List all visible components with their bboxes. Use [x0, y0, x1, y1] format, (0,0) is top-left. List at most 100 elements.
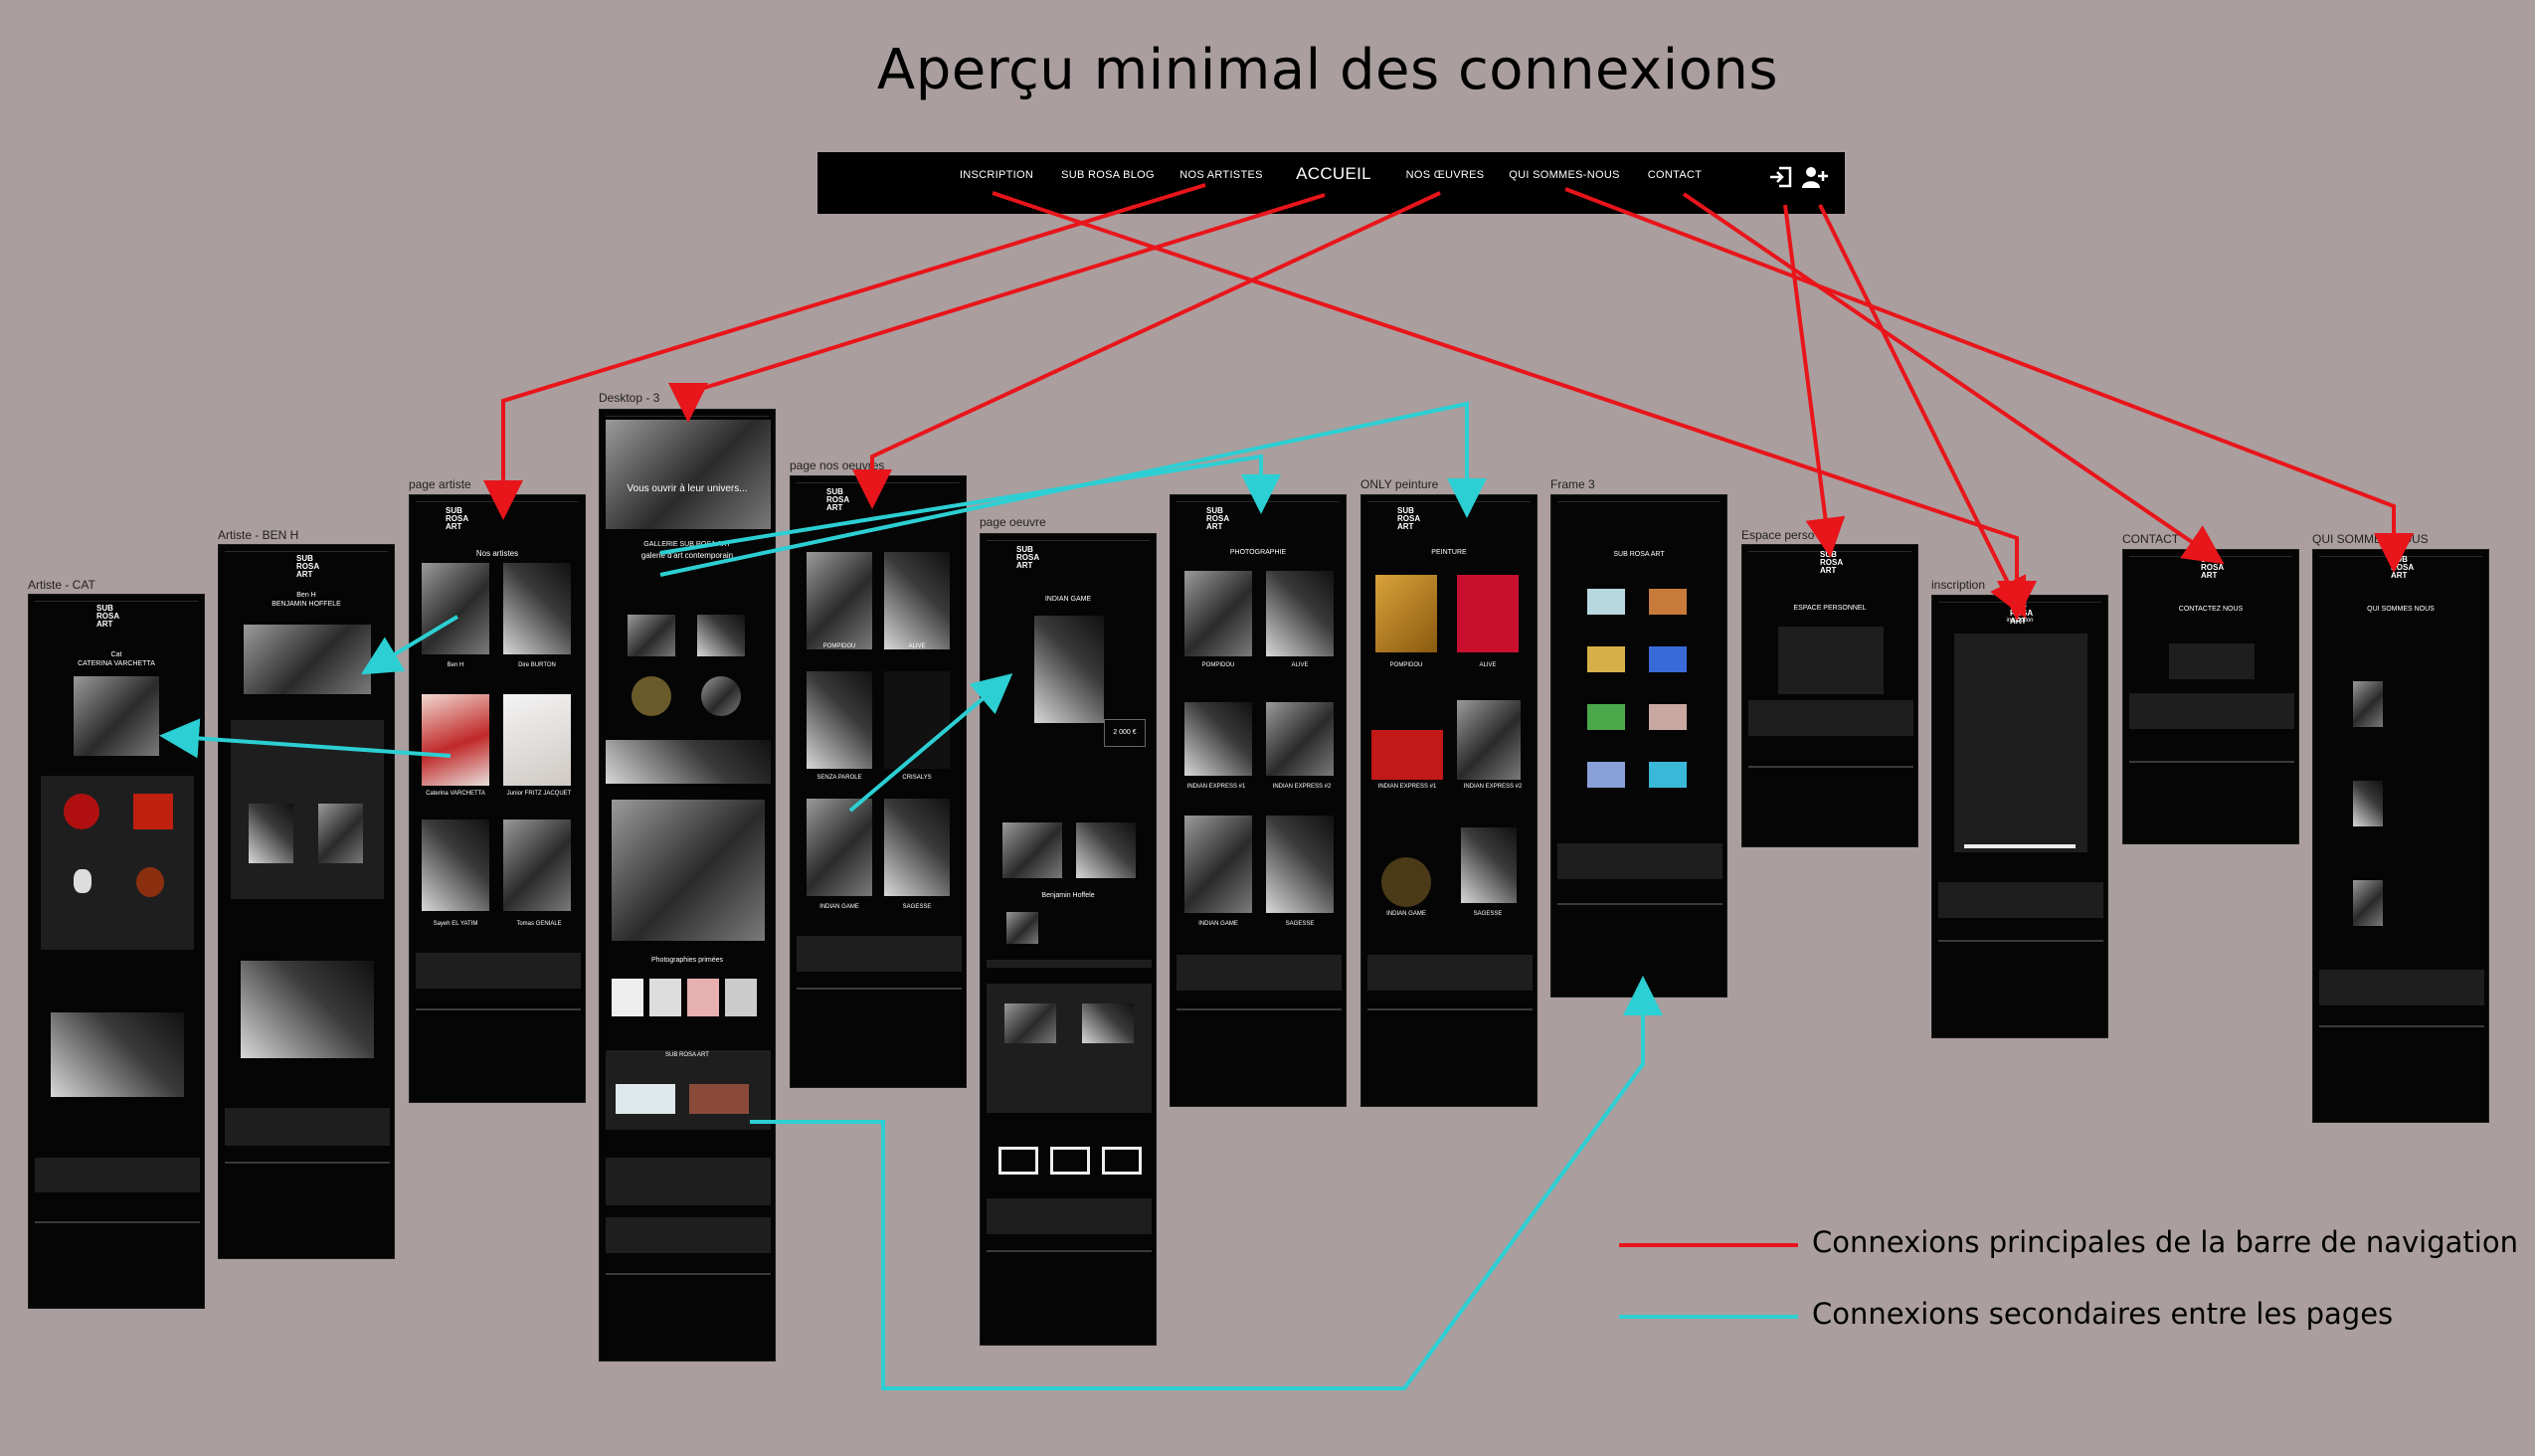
artist-card-photo[interactable] — [503, 694, 571, 786]
artwork-thumb[interactable] — [133, 794, 173, 829]
frame-photographie[interactable]: SUB ROSA ART PHOTOGRAPHIE POMPIDOU ALIVE I… — [1170, 494, 1347, 1107]
artwork-thumb[interactable] — [612, 979, 643, 1016]
section-heading: Nos artistes — [475, 549, 519, 558]
artist-card-photo[interactable] — [422, 694, 489, 786]
nav-item-artistes[interactable]: NOS ARTISTES — [1179, 169, 1263, 181]
artwork-thumb[interactable] — [74, 869, 91, 893]
frame-page-oeuvre[interactable]: SUB ROSA ART INDIAN GAME 2 000 € Benjamin … — [980, 533, 1157, 1346]
connection-artiste-to-cat — [159, 718, 452, 759]
frame-artiste-ben[interactable]: SUB ROSA ART Ben H BENJAMIN HOFFELE — [218, 544, 395, 1259]
blog-thumb[interactable] — [1587, 762, 1625, 788]
tab-bar[interactable] — [987, 960, 1152, 968]
frame-nos-oeuvres[interactable]: SUB ROSA ART POMPIDOU ALIVE SENZA PAROLE C… — [790, 475, 967, 1088]
frame-page-artiste[interactable]: SUB ROSA ART Nos artistes Ben H Dire BURTO… — [409, 494, 586, 1103]
blog-thumb[interactable] — [1649, 704, 1687, 730]
related-photo[interactable] — [1076, 822, 1136, 878]
artwork-card[interactable] — [884, 799, 950, 896]
related-photo[interactable] — [1002, 822, 1062, 878]
artwork-thumb[interactable] — [1082, 1003, 1134, 1043]
add-user-icon[interactable] — [1799, 162, 1829, 192]
nav-item-blog[interactable]: SUB ROSA BLOG — [1061, 169, 1155, 181]
page-heading: CONTACTEZ NOUS — [2178, 606, 2244, 613]
artwork-thumb[interactable] — [1004, 1003, 1056, 1043]
artwork-thumb[interactable] — [687, 979, 719, 1016]
frame-desktop-home[interactable]: Vous ouvrir à leur univers... GALLERIE S… — [599, 409, 776, 1362]
blog-thumb[interactable] — [1649, 589, 1687, 615]
site-logo: SUB ROSA ART — [1016, 545, 1040, 570]
login-form[interactable] — [1778, 627, 1884, 694]
artwork-thumb[interactable] — [632, 676, 671, 716]
nav-item-qui-sommes-nous[interactable]: QUI SOMMES-NOUS — [1509, 169, 1620, 181]
artwork-title: POMPIDOU — [1389, 662, 1423, 668]
artwork-title: INDIAN EXPRESS #1 — [1377, 784, 1437, 790]
artist-card-photo[interactable] — [422, 819, 489, 911]
artwork-card[interactable] — [1184, 702, 1252, 776]
blog-thumb[interactable] — [1649, 646, 1687, 672]
artist-card-photo[interactable] — [422, 563, 489, 654]
artwork-card[interactable] — [1184, 816, 1252, 913]
artist-card-photo[interactable] — [503, 563, 571, 654]
nav-item-inscription[interactable]: INSCRIPTION — [959, 169, 1034, 181]
artwork-card[interactable] — [1266, 571, 1334, 656]
artwork-card[interactable] — [1457, 700, 1521, 780]
artwork-card[interactable] — [1184, 571, 1252, 656]
artwork-card[interactable] — [1266, 816, 1334, 913]
signup-form[interactable] — [1954, 634, 2087, 852]
connection-accueil-to-desktop — [668, 193, 1326, 423]
footer-divider — [1557, 903, 1722, 905]
artwork-card[interactable] — [1375, 575, 1437, 652]
artwork-card[interactable] — [1371, 730, 1443, 780]
artist-card-photo[interactable] — [503, 819, 571, 911]
rating-panel — [225, 1108, 390, 1146]
artwork-thumb[interactable] — [249, 804, 293, 863]
site-logo: SUB ROSA ART — [296, 554, 320, 579]
artwork-card[interactable] — [1457, 575, 1519, 652]
artwork-card[interactable] — [884, 552, 950, 649]
artwork-thumb[interactable] — [1102, 1147, 1142, 1175]
frame-peinture[interactable]: SUB ROSA ART PEINTURE POMPIDOU ALIVE INDIA… — [1360, 494, 1538, 1107]
signup-submit-button[interactable] — [1964, 844, 2076, 848]
frame-contact[interactable]: SUB ROSA ART CONTACTEZ NOUS — [2122, 549, 2299, 844]
frame-inscription[interactable]: SUB ROSA ART inscription — [1931, 595, 2108, 1038]
artist-photo — [241, 961, 374, 1058]
frame-artiste-cat[interactable]: SUB ROSA ART Cat CATERINA VARCHETTA — [28, 594, 205, 1309]
nav-item-oeuvres[interactable]: NOS ŒUVRES — [1405, 169, 1485, 181]
legend-swatch-secondary — [1619, 1315, 1798, 1319]
artwork-thumb[interactable] — [697, 615, 745, 656]
frame-qui-sommes-nous[interactable]: SUB ROSA ART QUI SOMMES NOUS — [2312, 549, 2489, 1123]
artwork-thumb[interactable] — [318, 804, 363, 863]
blog-thumb[interactable] — [689, 1084, 749, 1114]
artwork-thumb[interactable] — [64, 794, 99, 829]
artwork-card[interactable] — [1381, 857, 1431, 907]
artwork-thumb[interactable] — [649, 979, 681, 1016]
blog-thumb[interactable] — [1587, 589, 1625, 615]
frame-blog[interactable]: SUB ROSA ART — [1550, 494, 1727, 998]
artwork-card[interactable] — [807, 552, 872, 649]
nav-item-accueil[interactable]: ACCUEIL — [1296, 164, 1371, 183]
frame-espace-perso[interactable]: SUB ROSA ART ESPACE PERSONNEL — [1741, 544, 1918, 847]
blog-thumb[interactable] — [1587, 704, 1625, 730]
team-photo — [2353, 781, 2383, 826]
artist-name: Junior FRITZ JACQUET — [506, 791, 572, 797]
blog-thumb[interactable] — [1649, 762, 1687, 788]
legend-label-secondary: Connexions secondaires entre les pages — [1812, 1297, 2394, 1331]
artwork-thumb[interactable] — [136, 867, 164, 897]
footer-divider — [416, 1008, 581, 1010]
artwork-card[interactable] — [1461, 827, 1517, 903]
artwork-thumb[interactable] — [1050, 1147, 1090, 1175]
artwork-card[interactable] — [807, 671, 872, 769]
artwork-thumb[interactable] — [701, 676, 741, 716]
artwork-card[interactable] — [1266, 702, 1334, 776]
artwork-thumb[interactable] — [725, 979, 757, 1016]
login-icon[interactable] — [1766, 162, 1796, 192]
contact-form[interactable] — [2169, 643, 2255, 679]
connection-inscription-to-inscription — [992, 191, 2037, 621]
artwork-thumb[interactable] — [998, 1147, 1038, 1175]
nav-item-contact[interactable]: CONTACT — [1647, 169, 1703, 181]
artwork-thumb[interactable] — [628, 615, 675, 656]
connection-signup-to-inscription — [1818, 204, 2026, 619]
blog-thumb[interactable] — [616, 1084, 675, 1114]
blog-thumb[interactable] — [1587, 646, 1625, 672]
artist-name: Ben H — [447, 662, 464, 668]
artwork-card[interactable] — [807, 799, 872, 896]
